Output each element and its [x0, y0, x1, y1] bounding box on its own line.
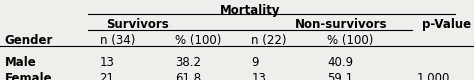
Text: Survivors: Survivors: [106, 18, 169, 31]
Text: p-Value: p-Value: [422, 18, 471, 31]
Text: 1.000: 1.000: [417, 72, 450, 80]
Text: 61.8: 61.8: [175, 72, 201, 80]
Text: % (100): % (100): [175, 34, 222, 47]
Text: 21: 21: [100, 72, 115, 80]
Text: Non-survivors: Non-survivors: [295, 18, 388, 31]
Text: Male: Male: [5, 56, 36, 69]
Text: n (22): n (22): [251, 34, 287, 47]
Text: % (100): % (100): [327, 34, 374, 47]
Text: Mortality: Mortality: [220, 4, 280, 17]
Text: Gender: Gender: [5, 34, 53, 47]
Text: 13: 13: [100, 56, 114, 69]
Text: n (34): n (34): [100, 34, 135, 47]
Text: 13: 13: [251, 72, 266, 80]
Text: 59.1: 59.1: [327, 72, 353, 80]
Text: 40.9: 40.9: [327, 56, 353, 69]
Text: 9: 9: [251, 56, 259, 69]
Text: Female: Female: [5, 72, 52, 80]
Text: 38.2: 38.2: [175, 56, 201, 69]
